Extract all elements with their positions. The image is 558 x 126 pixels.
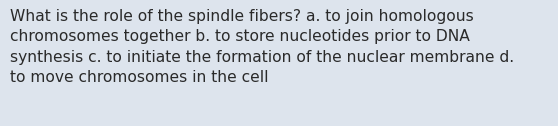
Text: What is the role of the spindle fibers? a. to join homologous
chromosomes togeth: What is the role of the spindle fibers? … [10,9,514,85]
